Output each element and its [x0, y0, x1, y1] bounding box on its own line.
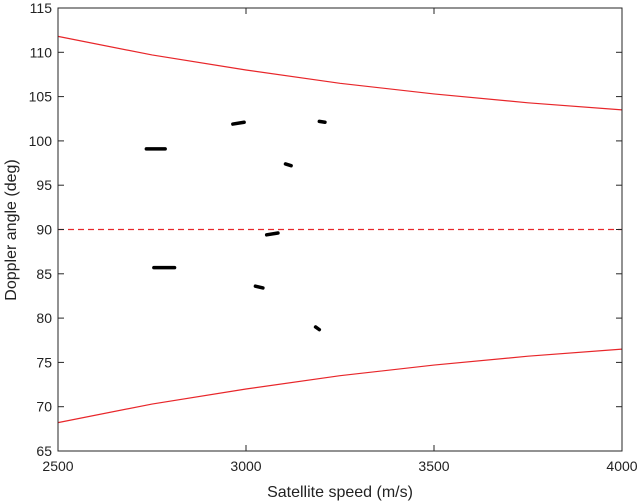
data-segment-7: [317, 119, 327, 125]
series-layer: [57, 35, 623, 424]
y-tick-label: 85: [36, 266, 52, 282]
x-axis-label: Satellite speed (m/s): [267, 484, 413, 501]
data-segment-4: [264, 231, 280, 237]
y-tick-label: 115: [30, 0, 53, 16]
data-segment-3: [231, 120, 246, 126]
series-line-1: [57, 35, 623, 111]
y-tick-label: 105: [29, 89, 53, 105]
y-tick-label: 80: [36, 310, 52, 326]
x-tick-label: 3000: [230, 458, 261, 474]
y-tick-label: 90: [36, 222, 52, 238]
x-tick-label: 3500: [418, 458, 449, 474]
series-line-2: [57, 348, 623, 424]
tick-layer: 2500 3000 3500 4000 65 70 75 80 85 90 95 100 105 110 1…: [29, 0, 638, 474]
y-tick-label: 65: [36, 443, 52, 459]
y-tick-label: 100: [29, 133, 53, 149]
x-tick-label: 4000: [606, 458, 637, 474]
segment-layer: [144, 119, 327, 332]
y-tick-label: 70: [36, 399, 52, 415]
y-axis-label: Doppler angle (deg): [3, 159, 20, 300]
data-segment-6: [283, 162, 293, 168]
data-segment-8: [313, 325, 322, 332]
y-tick-label: 75: [36, 354, 52, 370]
y-tick-label: 110: [30, 44, 53, 60]
x-tick-label: 2500: [42, 458, 73, 474]
y-tick-label: 95: [36, 177, 52, 193]
data-segment-5: [253, 284, 265, 290]
